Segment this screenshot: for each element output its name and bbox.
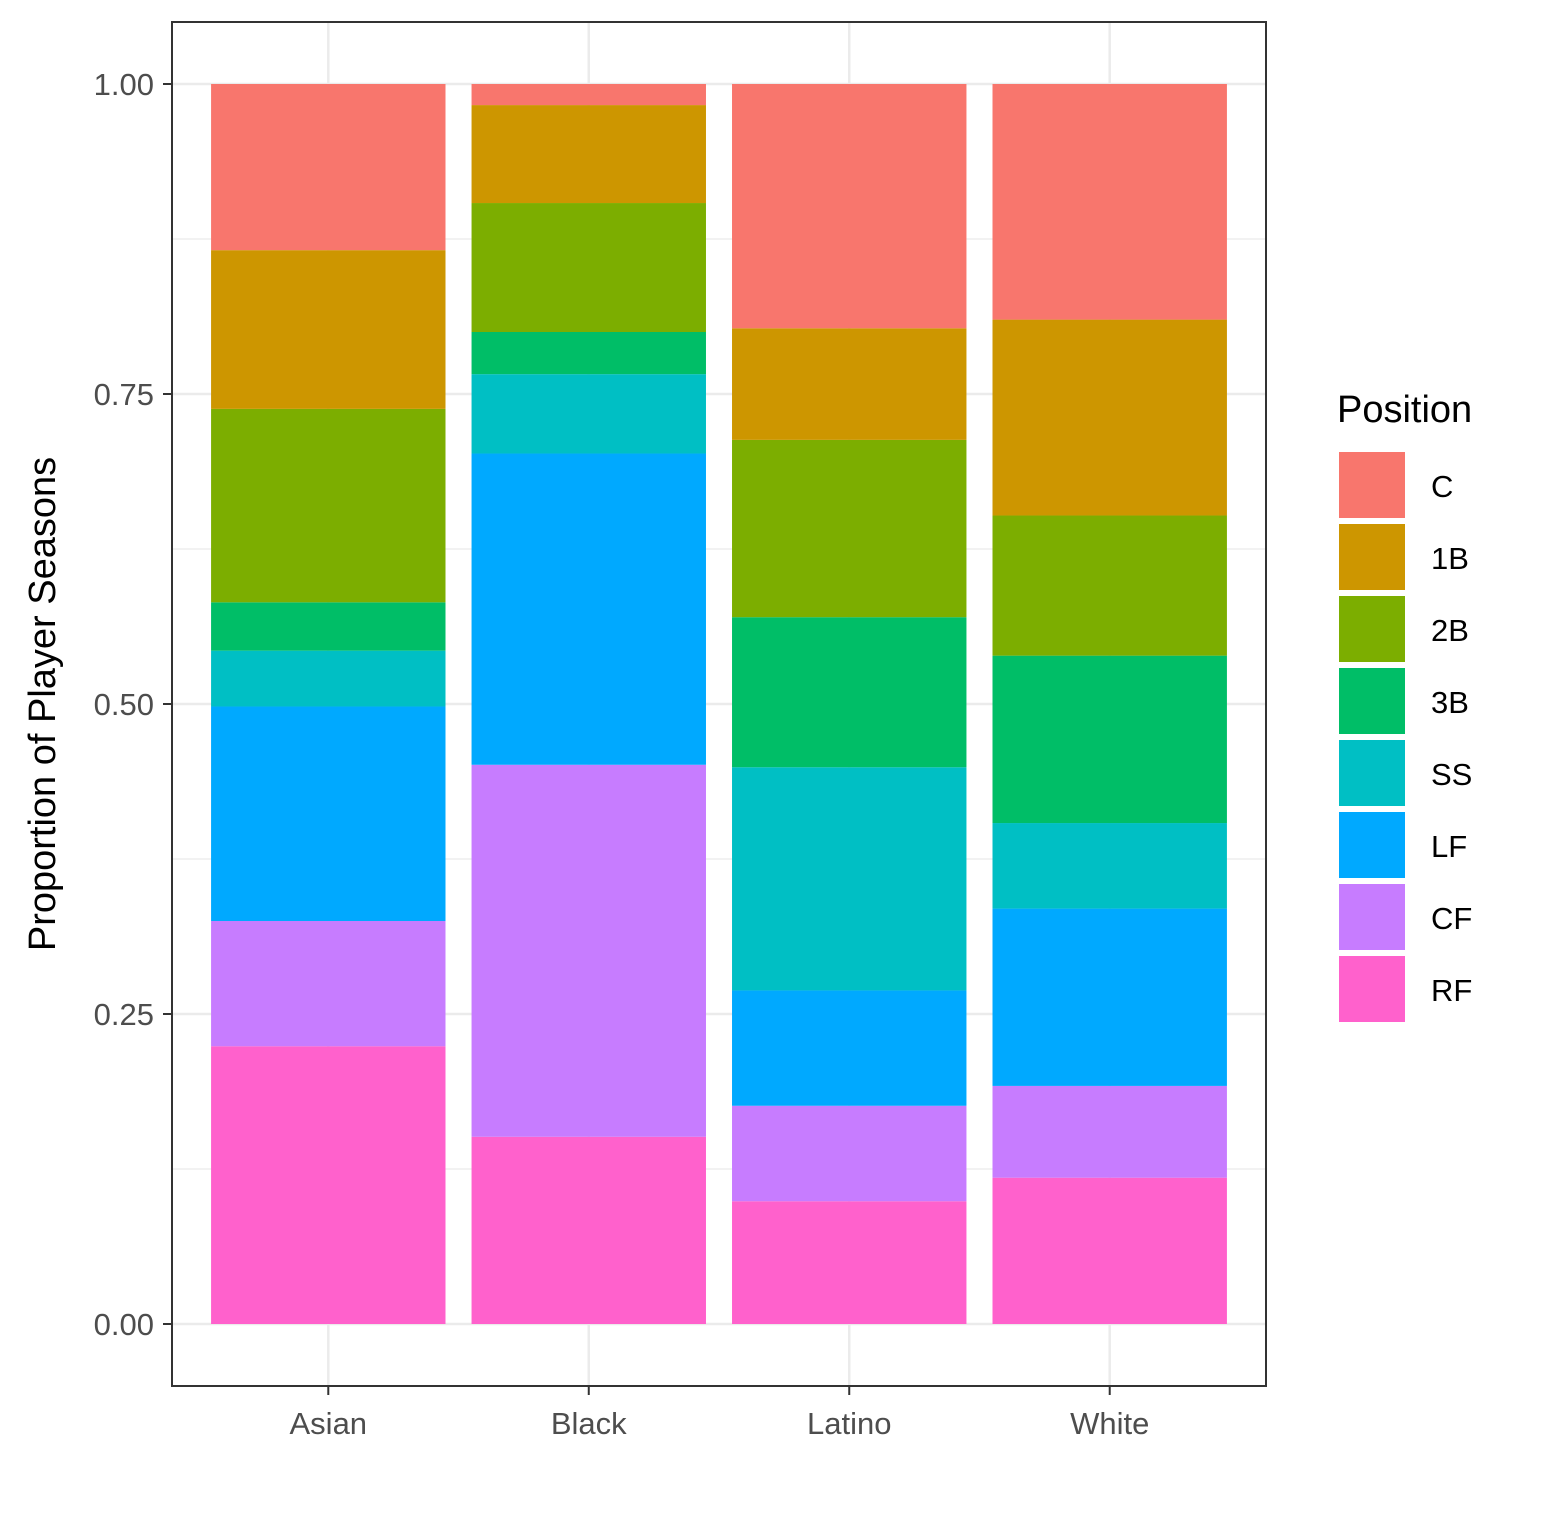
bar-asian-rf bbox=[211, 1046, 446, 1324]
bar-latino-cf bbox=[732, 1105, 967, 1202]
bar-white-2b bbox=[992, 515, 1227, 656]
y-tick-label: 0.00 bbox=[94, 1307, 154, 1342]
y-axis-title: Proportion of Player Seasons bbox=[22, 457, 64, 951]
legend: Position C 1B 2B 3B SS LF CF RF bbox=[1337, 389, 1472, 1022]
legend-key-ss bbox=[1339, 740, 1405, 806]
bar-latino-c bbox=[732, 84, 967, 329]
legend-label-3b: 3B bbox=[1431, 685, 1469, 720]
legend-label-c: C bbox=[1431, 469, 1453, 504]
bar-white-ss bbox=[992, 823, 1227, 909]
bar-white-c bbox=[992, 84, 1227, 320]
legend-key-3b bbox=[1339, 668, 1405, 734]
bar-black-c bbox=[471, 84, 706, 106]
legend-key-cf bbox=[1339, 884, 1405, 950]
x-tick-label-asian: Asian bbox=[290, 1406, 368, 1441]
x-tick-label-latino: Latino bbox=[807, 1406, 891, 1441]
bar-white-lf bbox=[992, 908, 1227, 1086]
legend-title: Position bbox=[1337, 389, 1472, 431]
x-tick-label-white: White bbox=[1070, 1406, 1149, 1441]
axes: 0.00 0.25 0.50 0.75 1.00 Asian Black Latino Whit… bbox=[94, 67, 1150, 1441]
bar-asian-1b bbox=[211, 250, 446, 409]
legend-key-2b bbox=[1339, 596, 1405, 662]
bar-asian-3b bbox=[211, 602, 446, 651]
bar-latino-1b bbox=[732, 328, 967, 440]
bar-asian-lf bbox=[211, 706, 446, 921]
legend-key-1b bbox=[1339, 524, 1405, 590]
legend-label-rf: RF bbox=[1431, 973, 1472, 1008]
legend-key-c bbox=[1339, 452, 1405, 518]
legend-key-rf bbox=[1339, 956, 1405, 1022]
bar-white-rf bbox=[992, 1177, 1227, 1324]
bar-latino-lf bbox=[732, 990, 967, 1106]
bar-black-ss bbox=[471, 374, 706, 454]
bar-latino-3b bbox=[732, 617, 967, 768]
bar-latino-ss bbox=[732, 767, 967, 991]
bar-black-lf bbox=[471, 453, 706, 765]
bar-black-rf bbox=[471, 1136, 706, 1324]
y-tick-label: 0.50 bbox=[94, 687, 154, 722]
legend-label-2b: 2B bbox=[1431, 613, 1469, 648]
y-tick-label: 1.00 bbox=[94, 67, 154, 102]
legend-key-lf bbox=[1339, 812, 1405, 878]
bar-asian-ss bbox=[211, 650, 446, 707]
y-tick-label: 0.75 bbox=[94, 377, 154, 412]
bar-latino-2b bbox=[732, 439, 967, 618]
y-tick-label: 0.25 bbox=[94, 997, 154, 1032]
bar-black-3b bbox=[471, 332, 706, 375]
bar-asian-2b bbox=[211, 408, 446, 603]
legend-label-ss: SS bbox=[1431, 757, 1472, 792]
bars bbox=[211, 84, 1227, 1324]
bar-latino-rf bbox=[732, 1201, 967, 1324]
bar-black-2b bbox=[471, 203, 706, 332]
legend-label-lf: LF bbox=[1431, 829, 1467, 864]
bar-white-cf bbox=[992, 1085, 1227, 1178]
legend-label-1b: 1B bbox=[1431, 541, 1469, 576]
bar-black-1b bbox=[471, 105, 706, 204]
bar-asian-c bbox=[211, 84, 446, 251]
legend-label-cf: CF bbox=[1431, 901, 1472, 936]
bar-black-cf bbox=[471, 764, 706, 1137]
x-tick-label-black: Black bbox=[551, 1406, 627, 1441]
bar-asian-cf bbox=[211, 921, 446, 1047]
bar-white-1b bbox=[992, 319, 1227, 516]
bar-white-3b bbox=[992, 655, 1227, 824]
